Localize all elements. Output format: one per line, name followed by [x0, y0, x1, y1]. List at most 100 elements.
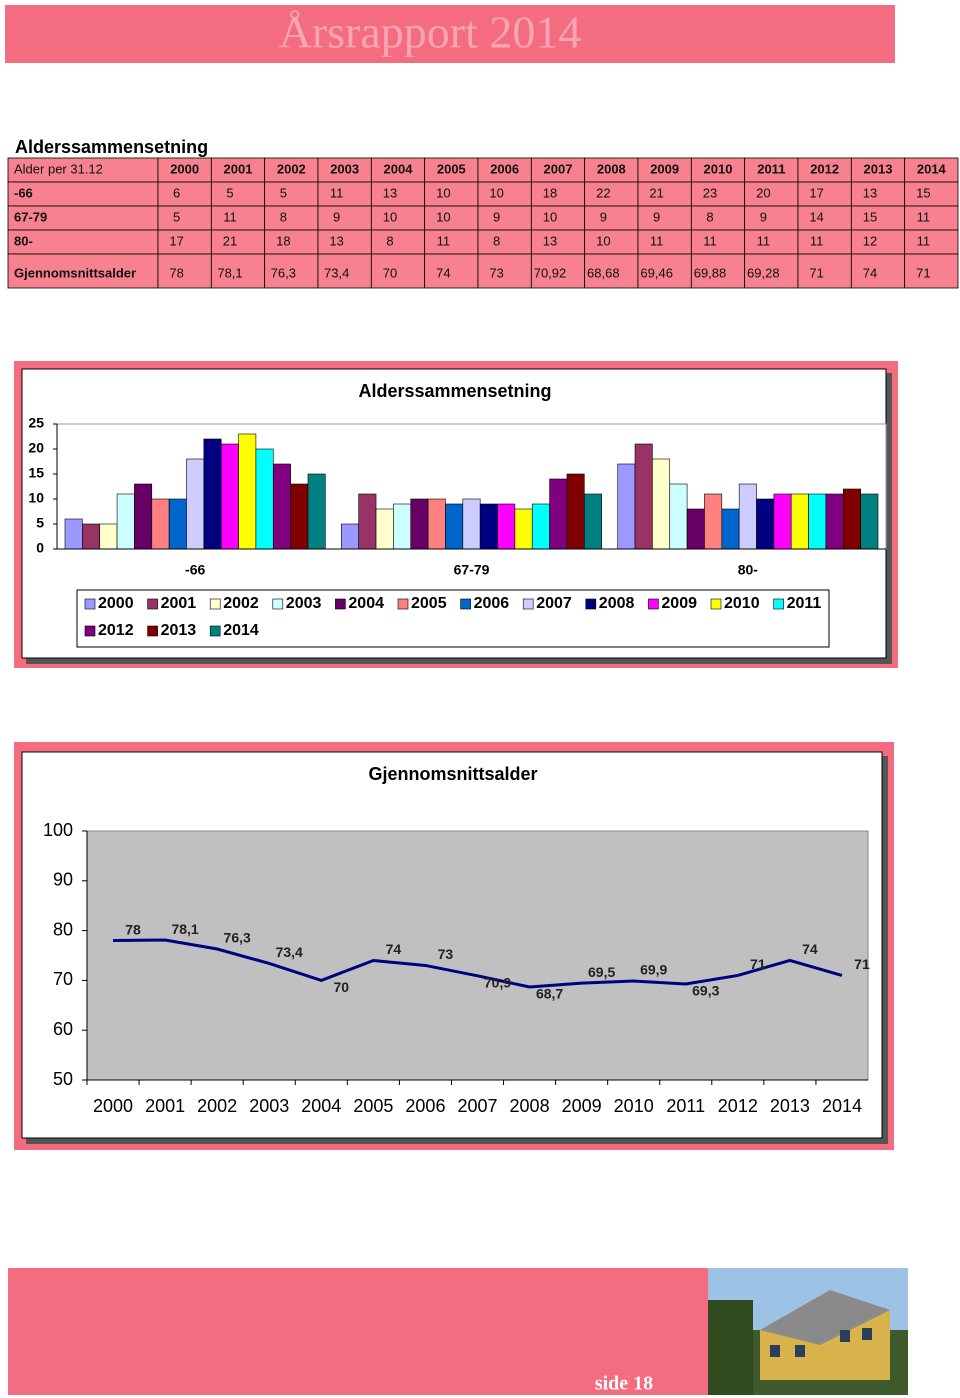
page-number: side 18 [595, 1373, 653, 1395]
chart-title: Gjennomsnittsalder [368, 764, 537, 784]
table-cell [530, 157, 586, 183]
legend-label: 2000 [98, 595, 134, 612]
column-header: 2008 [597, 161, 626, 176]
x-tick-label: 67-79 [454, 562, 490, 578]
bar [738, 483, 757, 550]
table-cell [7, 181, 159, 207]
bar [238, 433, 257, 550]
column-header: 2010 [704, 161, 733, 176]
table-cell [264, 253, 319, 289]
table-cell [370, 253, 426, 289]
bar [479, 503, 498, 550]
table-cell [584, 157, 639, 183]
cell-text: 8 [386, 233, 393, 248]
cell-text: 18 [276, 233, 290, 248]
bar [64, 518, 83, 550]
y-tick-label: 60 [53, 1019, 73, 1039]
cell-text: 76,3 [271, 265, 296, 280]
legend-swatch [522, 598, 534, 610]
cell-text: 13 [383, 185, 397, 200]
legend-label: 2007 [536, 595, 572, 612]
cell-text: 8 [280, 209, 287, 224]
cell-text: 9 [333, 209, 340, 224]
cell-text: 11 [650, 233, 664, 248]
table-cell [370, 205, 426, 231]
cell-text: 13 [863, 185, 877, 200]
bar [82, 523, 101, 550]
x-tick-label: 2013 [770, 1096, 810, 1116]
cell-text: 21 [649, 185, 663, 200]
x-tick-label: 2008 [510, 1096, 550, 1116]
table-cell [7, 205, 159, 231]
table-cell [7, 253, 159, 289]
y-tick-label: 25 [28, 415, 44, 431]
table-cell [744, 181, 799, 207]
bar [186, 458, 205, 550]
table-cell [477, 229, 532, 255]
legend-label: 2009 [661, 595, 697, 612]
table-cell [477, 157, 532, 183]
cell-text: 8 [493, 233, 500, 248]
bar [134, 483, 153, 550]
y-tick-label: 10 [28, 490, 44, 506]
y-tick-label: 50 [53, 1069, 73, 1089]
table-cell [210, 205, 266, 231]
table-cell [797, 253, 852, 289]
table-cell [264, 229, 319, 255]
bar [375, 508, 394, 550]
bar [756, 498, 775, 550]
cell-text: 20 [756, 185, 770, 200]
table-cell [530, 181, 586, 207]
column-header: 2013 [864, 161, 893, 176]
table-cell [157, 205, 212, 231]
line-chart: Gjennomsnittsalder 50 60 70 80 90 100 2000 2001 2… [43, 764, 870, 1116]
cell-text: 78 [169, 265, 183, 280]
x-tick-label: 2004 [301, 1096, 341, 1116]
cell-text: 80- [14, 233, 33, 248]
legend-swatch [773, 598, 784, 610]
table-cell [210, 157, 266, 183]
table-cell [850, 157, 906, 183]
data-label: 73,4 [276, 944, 303, 960]
legend-label: 2008 [599, 595, 635, 612]
x-tick-label: 2007 [457, 1096, 497, 1116]
cell-text: 9 [493, 209, 500, 224]
cell-text: -66 [14, 185, 33, 200]
legend-swatch [209, 598, 221, 610]
table-cell [744, 229, 799, 255]
cell-text: 13 [329, 233, 343, 248]
bar [790, 493, 809, 550]
table-cell [904, 157, 959, 183]
table-cell [157, 229, 212, 255]
table-cell [370, 229, 426, 255]
x-tick-label: 2003 [249, 1096, 289, 1116]
data-label: 78,1 [171, 921, 198, 937]
bar [652, 458, 671, 550]
cell-text: 17 [169, 233, 183, 248]
table-cell [637, 181, 692, 207]
bar [203, 438, 222, 550]
column-header: 2011 [757, 161, 785, 176]
cell-text: Gjennomsnittsalder [14, 265, 136, 280]
bar [721, 508, 740, 550]
data-label: 68,7 [536, 986, 563, 1002]
table-cell [210, 229, 266, 255]
y-tick-label: 5 [36, 515, 44, 531]
table-cell [690, 229, 746, 255]
table-cell [850, 253, 906, 289]
bar [514, 508, 533, 550]
line [113, 938, 843, 989]
table-cell [530, 205, 586, 231]
data-label: 74 [802, 941, 818, 957]
table-cell [317, 253, 372, 289]
cell-text: 9 [600, 209, 607, 224]
bar [549, 478, 568, 550]
bar [704, 493, 723, 550]
table-cell [637, 253, 692, 289]
chart-title: Alderssammensetning [358, 381, 551, 401]
legend-label: 2012 [98, 622, 134, 639]
y-tick-label: 15 [28, 465, 44, 481]
y-tick-label: 0 [36, 540, 44, 556]
cell-text: 11 [330, 185, 344, 200]
cell-text: 69,28 [747, 265, 780, 280]
